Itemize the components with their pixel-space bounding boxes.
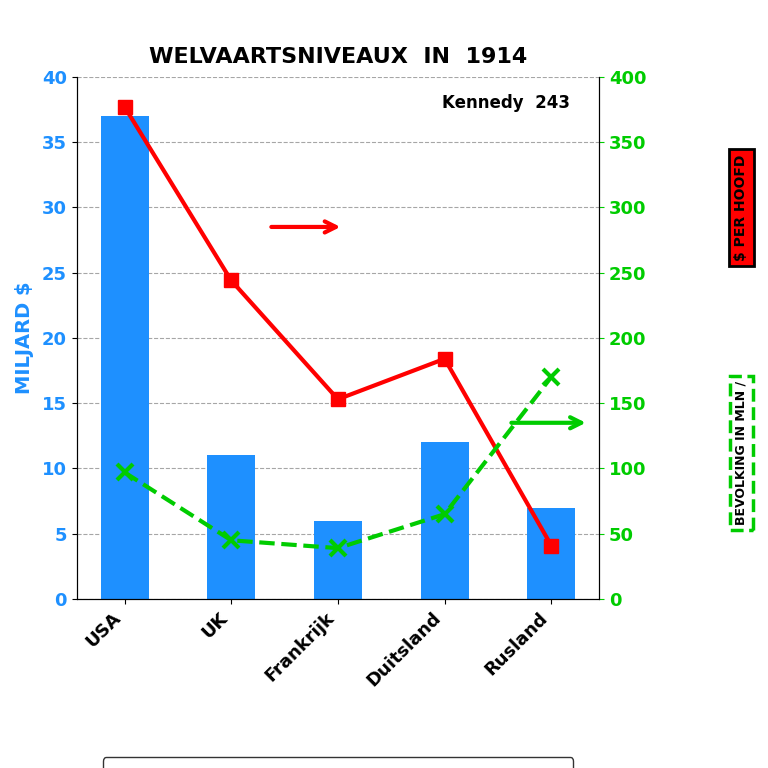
Title: WELVAARTSNIVEAUX  IN  1914: WELVAARTSNIVEAUX IN 1914 xyxy=(149,47,527,67)
Bar xyxy=(528,508,575,599)
Text: Kennedy  243: Kennedy 243 xyxy=(442,94,571,112)
Y-axis label: MILJARD $: MILJARD $ xyxy=(15,282,34,394)
Bar xyxy=(421,442,468,599)
Bar xyxy=(207,455,255,599)
Bar xyxy=(101,116,148,599)
Text: $ PER HOOFD: $ PER HOOFD xyxy=(734,154,748,260)
Bar xyxy=(314,521,362,599)
Legend: Nationaal
Inkomen, Bevolking, Inkomen per
hoofd: Nationaal Inkomen, Bevolking, Inkomen pe… xyxy=(103,757,573,768)
Text: BEVOLKING IN MLN /: BEVOLKING IN MLN / xyxy=(735,381,747,525)
